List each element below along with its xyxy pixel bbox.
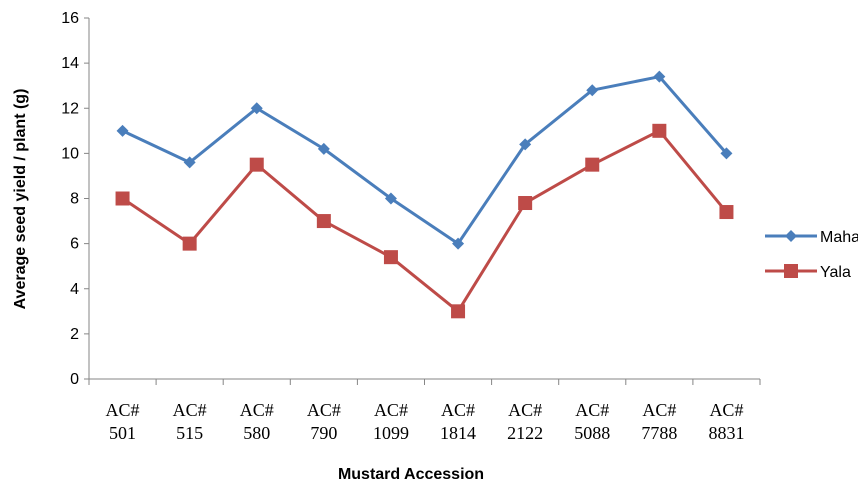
data-point-yala [249, 157, 264, 172]
data-point-yala [585, 157, 600, 172]
x-tick-label: AC# [441, 400, 475, 420]
x-tick-label: AC# [240, 400, 274, 420]
axes [88, 18, 760, 380]
x-tick-label: AC# [642, 400, 676, 420]
legend-marker-maha [785, 230, 797, 242]
y-tick-label: 2 [70, 326, 79, 343]
data-point-maha [586, 84, 599, 97]
data-point-maha [720, 147, 733, 160]
y-tick-label: 10 [61, 145, 79, 162]
data-point-maha [183, 156, 196, 169]
y-tick-label: 0 [70, 371, 79, 388]
x-tick-label: 501 [109, 423, 136, 443]
series-line-yala [121, 129, 728, 313]
x-tick-label: AC# [307, 400, 341, 420]
y-tick-label: 4 [70, 281, 79, 298]
y-axis-title: Average seed yield / plant (g) [12, 89, 29, 310]
x-tick-label: AC# [106, 400, 140, 420]
x-axis-ticks: AC# 501 AC# 515 AC# 580 AC# 790 AC# 1099 AC# 1814 AC… [88, 379, 761, 443]
legend: Maha Yala [765, 229, 858, 281]
x-tick-label: AC# [709, 400, 743, 420]
data-point-yala [451, 304, 466, 319]
data-point-maha [653, 70, 666, 83]
data-point-maha [250, 102, 263, 115]
data-point-yala [652, 123, 667, 138]
x-tick-label: 515 [176, 423, 203, 443]
x-tick-label: AC# [173, 400, 207, 420]
legend-label-yala: Yala [820, 264, 851, 281]
y-tick-label: 12 [61, 100, 79, 117]
y-axis-ticks: 0 2 4 6 8 10 12 14 16 [61, 10, 89, 388]
x-tick-label: 580 [243, 423, 270, 443]
data-point-maha [384, 192, 397, 205]
data-point-yala [518, 196, 533, 211]
series-group [115, 70, 734, 319]
data-point-maha [317, 142, 330, 155]
x-tick-label: AC# [508, 400, 542, 420]
data-point-maha [116, 124, 129, 137]
y-tick-label: 6 [70, 236, 79, 253]
x-tick-label: AC# [575, 400, 609, 420]
x-tick-label: 8831 [708, 423, 744, 443]
legend-label-maha: Maha [820, 229, 858, 246]
x-tick-label: 7788 [641, 423, 677, 443]
x-tick-label: 2122 [507, 423, 543, 443]
data-point-yala [316, 214, 331, 229]
data-point-yala [719, 205, 734, 220]
x-tick-label: 5088 [574, 423, 610, 443]
data-point-yala [115, 191, 130, 206]
y-tick-label: 8 [70, 191, 79, 208]
x-tick-label: 1099 [373, 423, 409, 443]
y-tick-label: 14 [61, 55, 79, 72]
series-line-maha [121, 75, 728, 246]
data-point-yala [182, 236, 197, 251]
data-point-maha [452, 237, 465, 250]
x-axis-title: Mustard Accession [338, 466, 484, 483]
y-tick-label: 16 [61, 10, 79, 27]
x-tick-label: AC# [374, 400, 408, 420]
x-tick-label: 790 [310, 423, 337, 443]
data-point-maha [519, 138, 532, 151]
data-point-yala [383, 250, 398, 265]
legend-marker-yala [784, 264, 798, 278]
x-tick-label: 1814 [440, 423, 476, 443]
